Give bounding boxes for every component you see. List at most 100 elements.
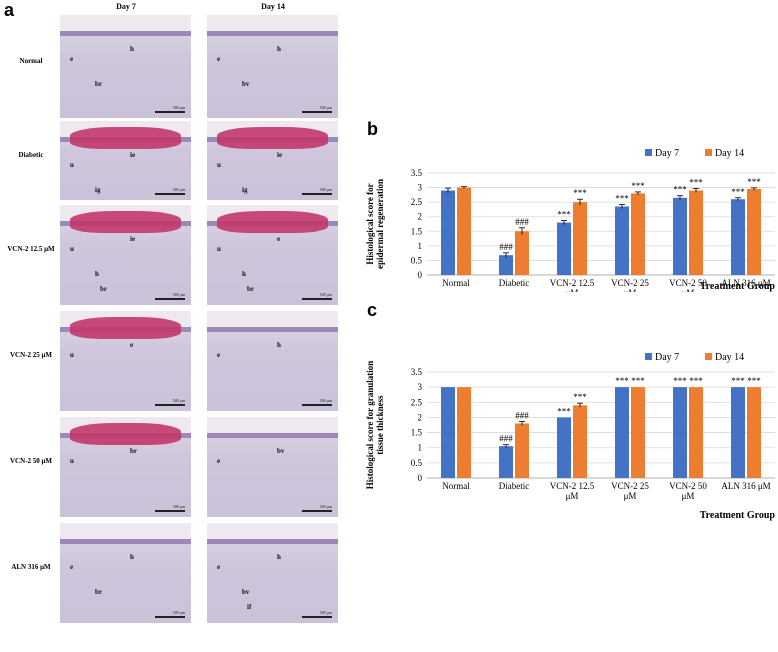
tissue-label: h: [242, 270, 246, 278]
tissue-label: u: [70, 351, 74, 359]
tissue-label: h: [130, 553, 134, 561]
significance-mark: ***: [631, 181, 645, 191]
y-tick-label: 0.5: [411, 255, 423, 265]
x-tick-label: Normal: [442, 481, 470, 491]
y-tick-label: 1: [418, 443, 423, 453]
x-tick-label: VCN-2 25: [611, 481, 649, 491]
bar: [499, 255, 513, 275]
legend-swatch: [705, 353, 712, 360]
legend-label: Day 7: [655, 148, 679, 159]
row-label: Normal: [19, 56, 43, 65]
significance-mark: ***: [573, 188, 587, 198]
col-header-day14: Day 14: [261, 2, 285, 11]
bar: [731, 387, 745, 478]
tissue-label: e: [217, 351, 221, 359]
tissue-label: h: [277, 553, 281, 561]
x-tick-label: μM: [566, 288, 579, 292]
bar: [615, 387, 629, 478]
tissue-label: if: [247, 603, 252, 611]
x-tick-label: VCN-2 12.5: [550, 278, 595, 288]
scale-bar-label: 500 μm: [172, 610, 185, 615]
bar: [673, 387, 687, 478]
bar: [673, 197, 687, 275]
row-label: Diabetic: [18, 150, 44, 159]
tissue-label: h: [95, 270, 99, 278]
bar: [515, 231, 529, 275]
x-tick-label: μM: [624, 491, 637, 501]
y-tick-label: 2.5: [411, 197, 423, 207]
significance-mark: ***: [731, 187, 745, 197]
bar: [747, 189, 761, 275]
y-tick-label: 2.5: [411, 397, 423, 407]
x-tick-label: μM: [682, 491, 695, 501]
significance-mark: ***: [689, 177, 703, 187]
significance-mark: ***: [615, 376, 629, 386]
tissue-label: br: [130, 447, 137, 455]
y-axis-label: tissue thickness: [375, 395, 385, 455]
chart-b: Histological score for epidermal regenera…: [365, 148, 776, 292]
x-tick-label: VCN-2 50: [669, 278, 707, 288]
y-axis-label: Histological score for granulation: [365, 361, 375, 489]
legend-label: Day 14: [715, 148, 744, 159]
histology-image: 500 μm e h br: [60, 523, 191, 623]
x-tick-label: VCN-2 25: [611, 278, 649, 288]
scale-bar-label: 500 μm: [172, 504, 185, 509]
y-tick-label: 2: [418, 212, 423, 222]
histology-image: 500 μm e h br: [60, 15, 191, 118]
significance-mark: ***: [557, 210, 571, 220]
y-tick-label: 2: [418, 412, 423, 422]
histology-image: 500 μm u e h br: [207, 205, 338, 305]
legend-swatch: [705, 149, 712, 156]
bar: [631, 387, 645, 478]
y-tick-label: 1.5: [411, 226, 423, 236]
y-tick-label: 0: [418, 270, 423, 280]
histology-image: 500 μm u ie ig: [60, 121, 191, 200]
significance-mark: ###: [499, 434, 513, 444]
histology-image: 500 μm e h: [207, 311, 338, 411]
bar: [631, 193, 645, 275]
tissue-label: u: [70, 457, 74, 465]
scale-bar-label: 500 μm: [172, 105, 185, 110]
tissue-label: e: [217, 457, 221, 465]
x-tick-label: μM: [566, 491, 579, 501]
tissue-label: h: [277, 341, 281, 349]
x-tick-label: Diabetic: [499, 481, 530, 491]
panel-b-letter: b: [367, 119, 378, 139]
significance-mark: ***: [557, 406, 571, 416]
scale-bar-label: 500 μm: [319, 105, 332, 110]
x-tick-label: ALN 316 μM: [721, 278, 770, 288]
x-tick-label: μM: [682, 288, 695, 292]
tissue-label: e: [217, 55, 221, 63]
legend-swatch: [645, 149, 652, 156]
scale-bar-label: 500 μm: [319, 610, 332, 615]
y-tick-label: 3.5: [411, 168, 423, 178]
histology-image: 500 μm e h bv: [207, 15, 338, 118]
tissue-label: e: [277, 235, 281, 243]
x-tick-label: ALN 316 μM: [721, 481, 770, 491]
y-tick-label: 1: [418, 241, 423, 251]
bar: [441, 387, 455, 478]
y-tick-label: 3.5: [411, 367, 423, 377]
significance-mark: ***: [731, 376, 745, 386]
significance-mark: ***: [673, 376, 687, 386]
bar: [441, 190, 455, 275]
row-label: VCN-2 12.5 μM: [7, 245, 55, 253]
x-tick-label: Diabetic: [499, 278, 530, 288]
tissue-label: h: [277, 45, 281, 53]
significance-mark: ***: [615, 193, 629, 203]
tissue-label: e: [70, 55, 74, 63]
bar: [573, 202, 587, 275]
y-tick-label: 0.5: [411, 458, 423, 468]
significance-mark: ###: [515, 410, 529, 420]
bar: [615, 206, 629, 275]
x-tick-label: Normal: [442, 278, 470, 288]
panel-a-letter: a: [4, 0, 15, 20]
scale-bar-label: 500 μm: [172, 398, 185, 403]
tissue-label: ie: [130, 235, 136, 243]
panel-c-letter: c: [367, 300, 378, 320]
x-axis-label: Treatment Group: [700, 281, 776, 292]
bar: [731, 199, 745, 275]
y-tick-label: 3: [418, 382, 423, 392]
scale-bar-label: 500 μm: [319, 504, 332, 509]
scale-bar-label: 500 μm: [319, 292, 332, 297]
